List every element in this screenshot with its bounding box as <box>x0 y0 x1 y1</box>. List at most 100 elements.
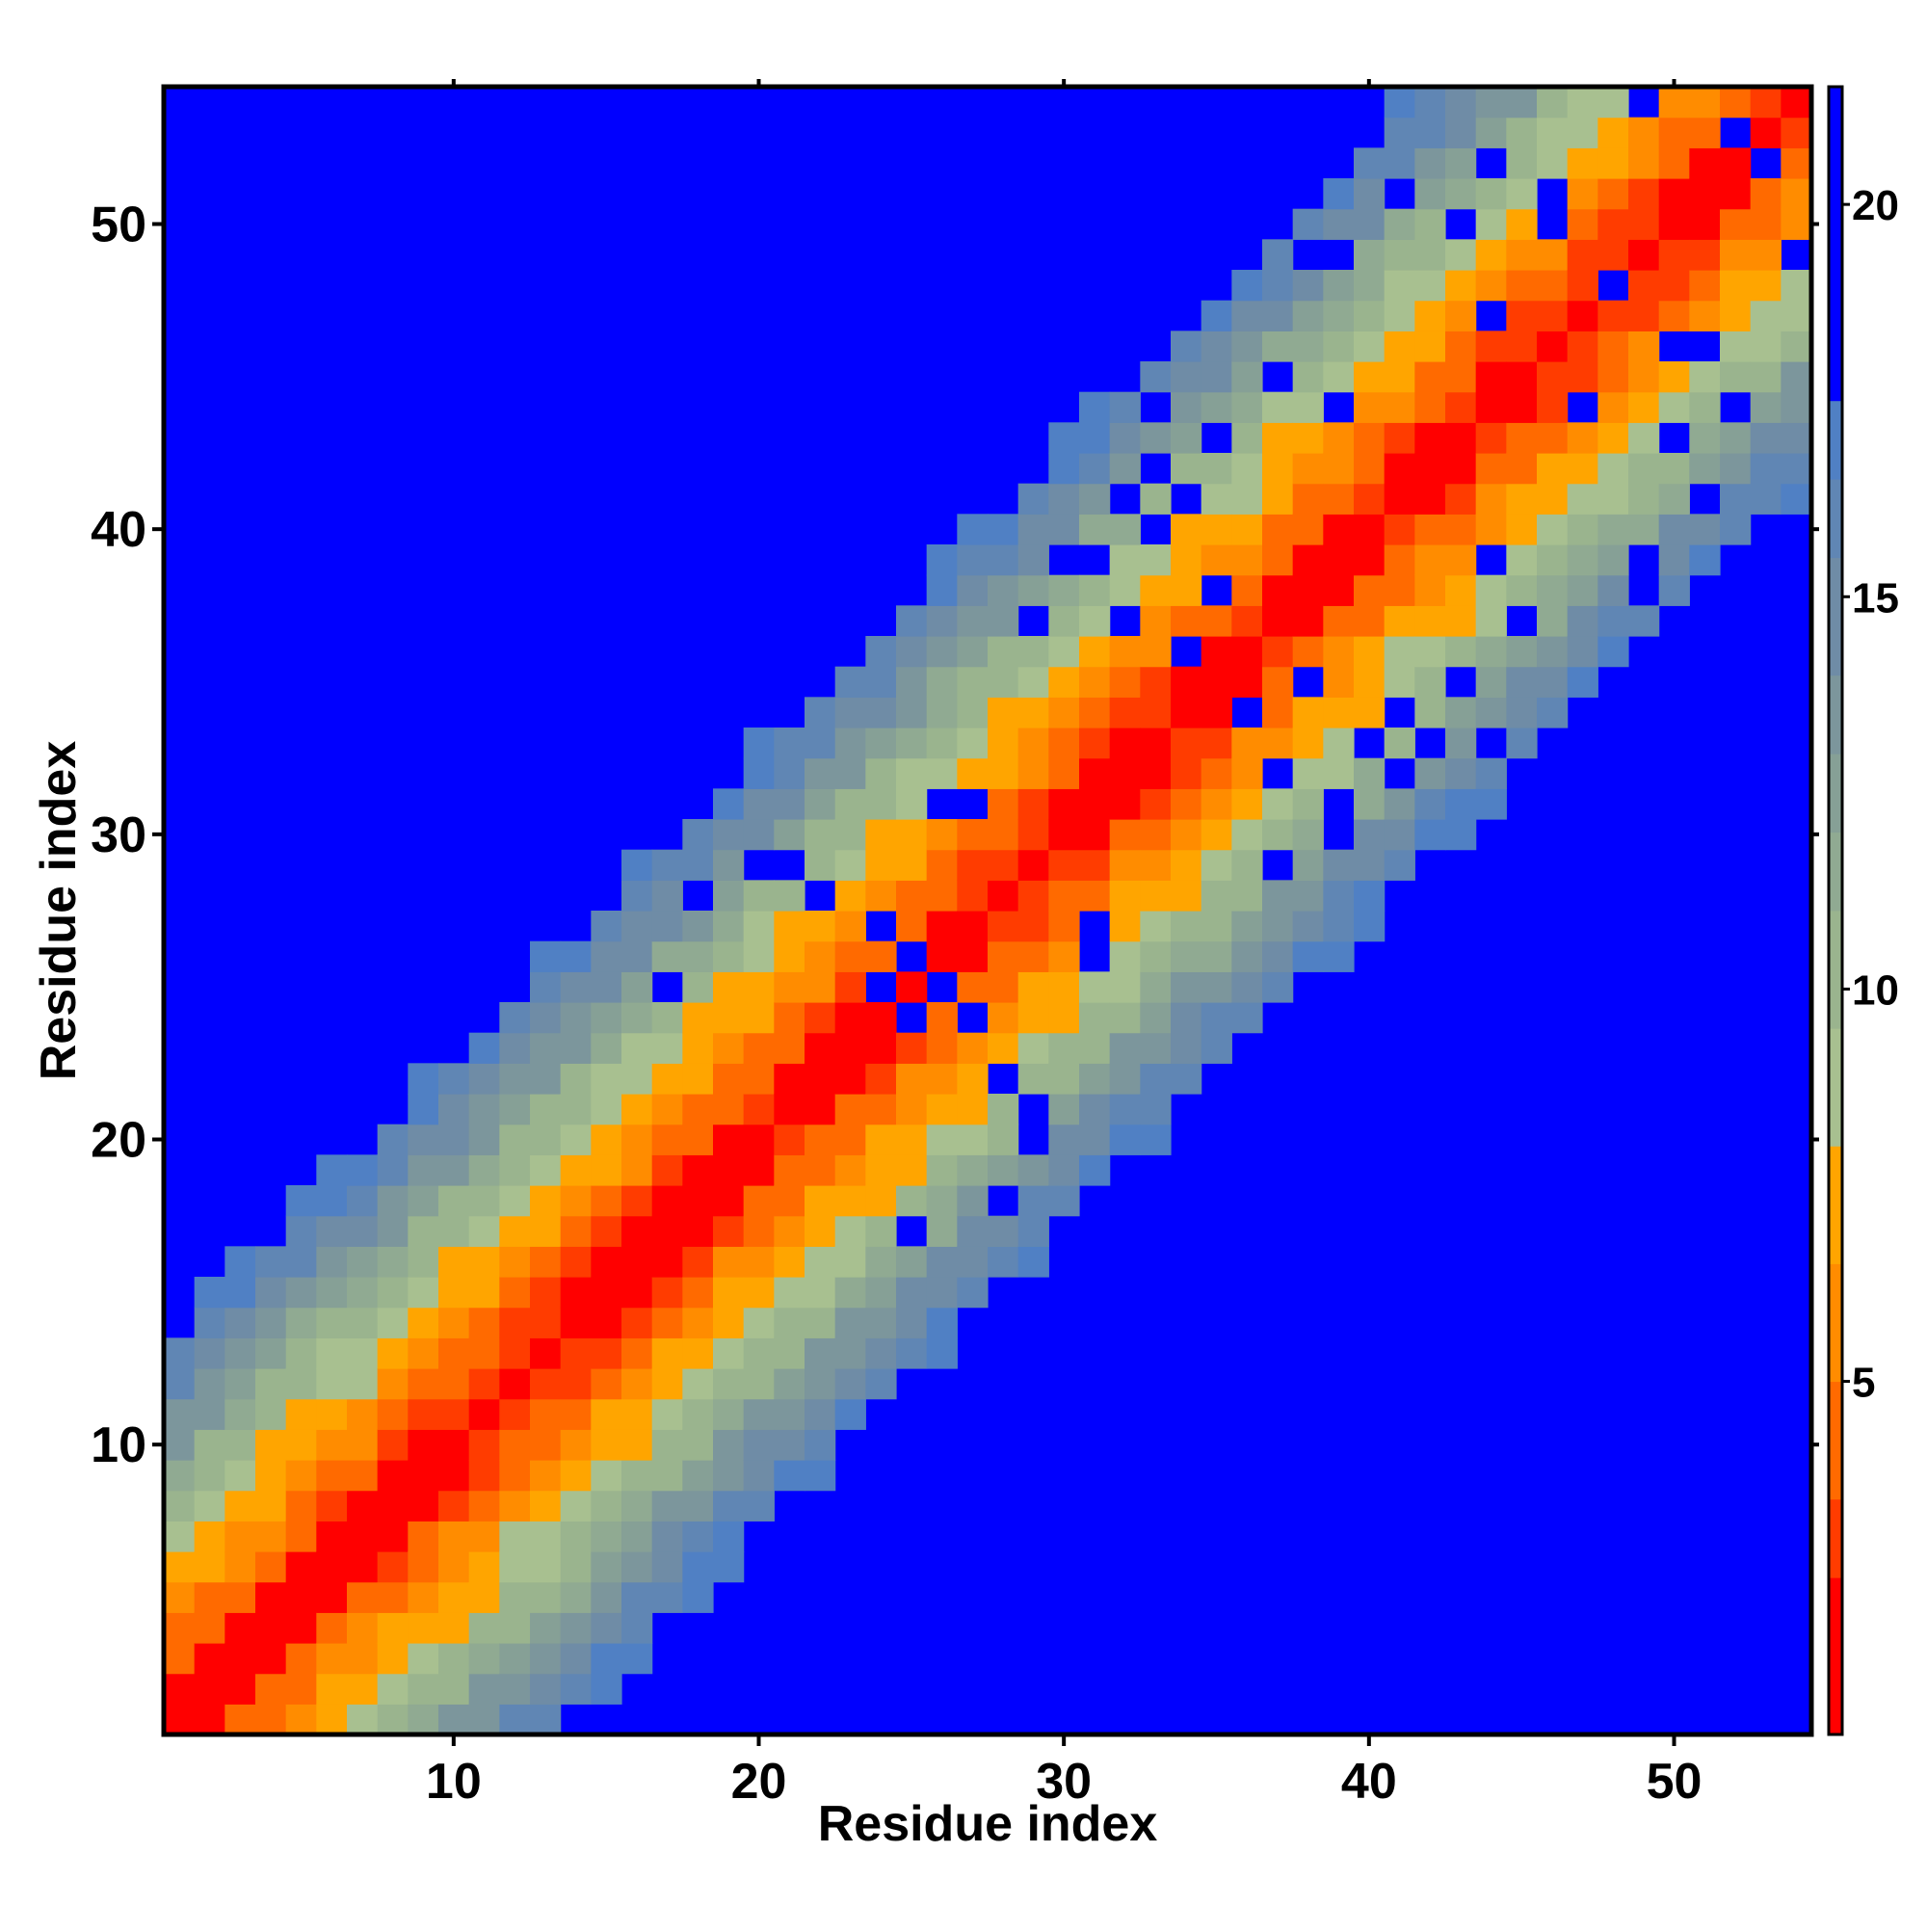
heatmap-cell <box>499 1277 531 1309</box>
heatmap-cell <box>1262 636 1294 668</box>
heatmap-cell <box>774 788 805 820</box>
heatmap-cell <box>1201 788 1232 820</box>
heatmap-cell <box>1781 453 1812 485</box>
heatmap-cell <box>468 1368 500 1400</box>
heatmap-cell <box>834 1277 866 1309</box>
heatmap-cell <box>1567 117 1598 148</box>
heatmap-cell <box>1201 757 1232 789</box>
heatmap-cell <box>468 1673 500 1705</box>
heatmap-cell <box>316 1307 348 1338</box>
heatmap-cell <box>347 1581 379 1613</box>
heatmap-cell <box>682 1490 714 1522</box>
heatmap-cell <box>1079 391 1111 423</box>
heatmap-cell <box>1750 331 1782 362</box>
heatmap-cell <box>1384 605 1415 637</box>
heatmap-cell <box>1475 331 1507 362</box>
heatmap-cell <box>468 1337 500 1369</box>
heatmap-cell <box>651 1429 683 1461</box>
heatmap-cell <box>743 1246 775 1278</box>
heatmap-cell <box>377 1124 409 1155</box>
heatmap-cell <box>621 1612 653 1644</box>
heatmap-cell <box>713 971 745 1003</box>
heatmap-cell <box>1323 300 1355 331</box>
heatmap-cell <box>1445 514 1477 545</box>
heatmap-cell <box>1292 849 1324 881</box>
heatmap-cell <box>865 1277 897 1309</box>
heatmap-cell <box>468 1094 500 1125</box>
heatmap-cell <box>1140 728 1172 759</box>
heatmap-cell <box>1109 728 1141 759</box>
heatmap-cell <box>468 1154 500 1186</box>
heatmap-cell <box>316 1398 348 1430</box>
heatmap-cell <box>1292 544 1324 576</box>
heatmap-cell <box>805 819 836 851</box>
heatmap-cell <box>1475 422 1507 454</box>
heatmap-cell <box>1171 574 1202 606</box>
heatmap-cell <box>1354 178 1386 210</box>
heatmap-cell <box>408 1643 439 1675</box>
heatmap-cell <box>926 728 958 759</box>
heatmap-cell <box>1414 239 1446 271</box>
heatmap-cell <box>1384 422 1415 454</box>
heatmap-cell <box>957 514 989 545</box>
heatmap-cell <box>591 1307 622 1338</box>
heatmap-cell <box>1445 300 1477 331</box>
heatmap-cell <box>194 1521 225 1552</box>
heatmap-cell <box>1567 453 1598 485</box>
heatmap-cell <box>1537 636 1569 668</box>
heatmap-cell <box>377 1398 409 1430</box>
heatmap-cell <box>1414 270 1446 302</box>
heatmap-cell <box>896 1277 928 1309</box>
heatmap-cell <box>1017 757 1049 789</box>
heatmap-cell <box>1171 391 1202 423</box>
heatmap-cell <box>377 1154 409 1186</box>
heatmap-cell <box>560 1337 592 1369</box>
heatmap-cell <box>1658 514 1690 545</box>
heatmap-cell <box>926 849 958 881</box>
heatmap-cell <box>1171 544 1202 576</box>
heatmap-cell <box>347 1215 379 1247</box>
heatmap-cell <box>591 1521 622 1552</box>
colorbar-tick-label: 5 <box>1852 1360 1875 1407</box>
heatmap-cell <box>1658 544 1690 576</box>
heatmap-cell <box>530 1002 562 1034</box>
heatmap-cell <box>560 1307 592 1338</box>
heatmap-cell <box>499 1337 531 1369</box>
heatmap-cell <box>1567 331 1598 362</box>
heatmap-cell <box>713 1490 745 1522</box>
heatmap-cell <box>164 1490 196 1522</box>
heatmap-cell <box>1292 483 1324 515</box>
heatmap-cell <box>1017 697 1049 728</box>
heatmap-cell <box>1475 605 1507 637</box>
heatmap-cell <box>1140 422 1172 454</box>
heatmap-cell <box>1445 728 1477 759</box>
heatmap-cell <box>1475 514 1507 545</box>
heatmap-cell <box>957 544 989 576</box>
heatmap-cell <box>1537 605 1569 637</box>
heatmap-cell <box>1262 819 1294 851</box>
heatmap-cell <box>1445 483 1477 515</box>
heatmap-cell <box>865 666 897 698</box>
heatmap-cell <box>1506 483 1538 515</box>
heatmap-cell <box>1017 971 1049 1003</box>
heatmap-cell <box>530 1246 562 1278</box>
heatmap-cell <box>774 880 805 912</box>
heatmap-cell <box>988 819 1019 851</box>
heatmap-cell <box>957 880 989 912</box>
heatmap-cell <box>1750 208 1782 240</box>
heatmap-cell <box>865 1246 897 1278</box>
heatmap-cell <box>1475 270 1507 302</box>
heatmap-cell <box>1323 911 1355 942</box>
colorbar-segment <box>1829 1263 1842 1383</box>
heatmap-cell <box>1750 178 1782 210</box>
heatmap-cell <box>1231 788 1263 820</box>
heatmap-cell <box>1140 1002 1172 1034</box>
heatmap-cell <box>805 1215 836 1247</box>
heatmap-cell <box>805 1460 836 1492</box>
heatmap-cell <box>408 1246 439 1278</box>
heatmap-cell <box>377 1246 409 1278</box>
heatmap-cell <box>988 911 1019 942</box>
heatmap-cell <box>834 1124 866 1155</box>
heatmap-cell <box>1079 757 1111 789</box>
heatmap-cell <box>1506 391 1538 423</box>
